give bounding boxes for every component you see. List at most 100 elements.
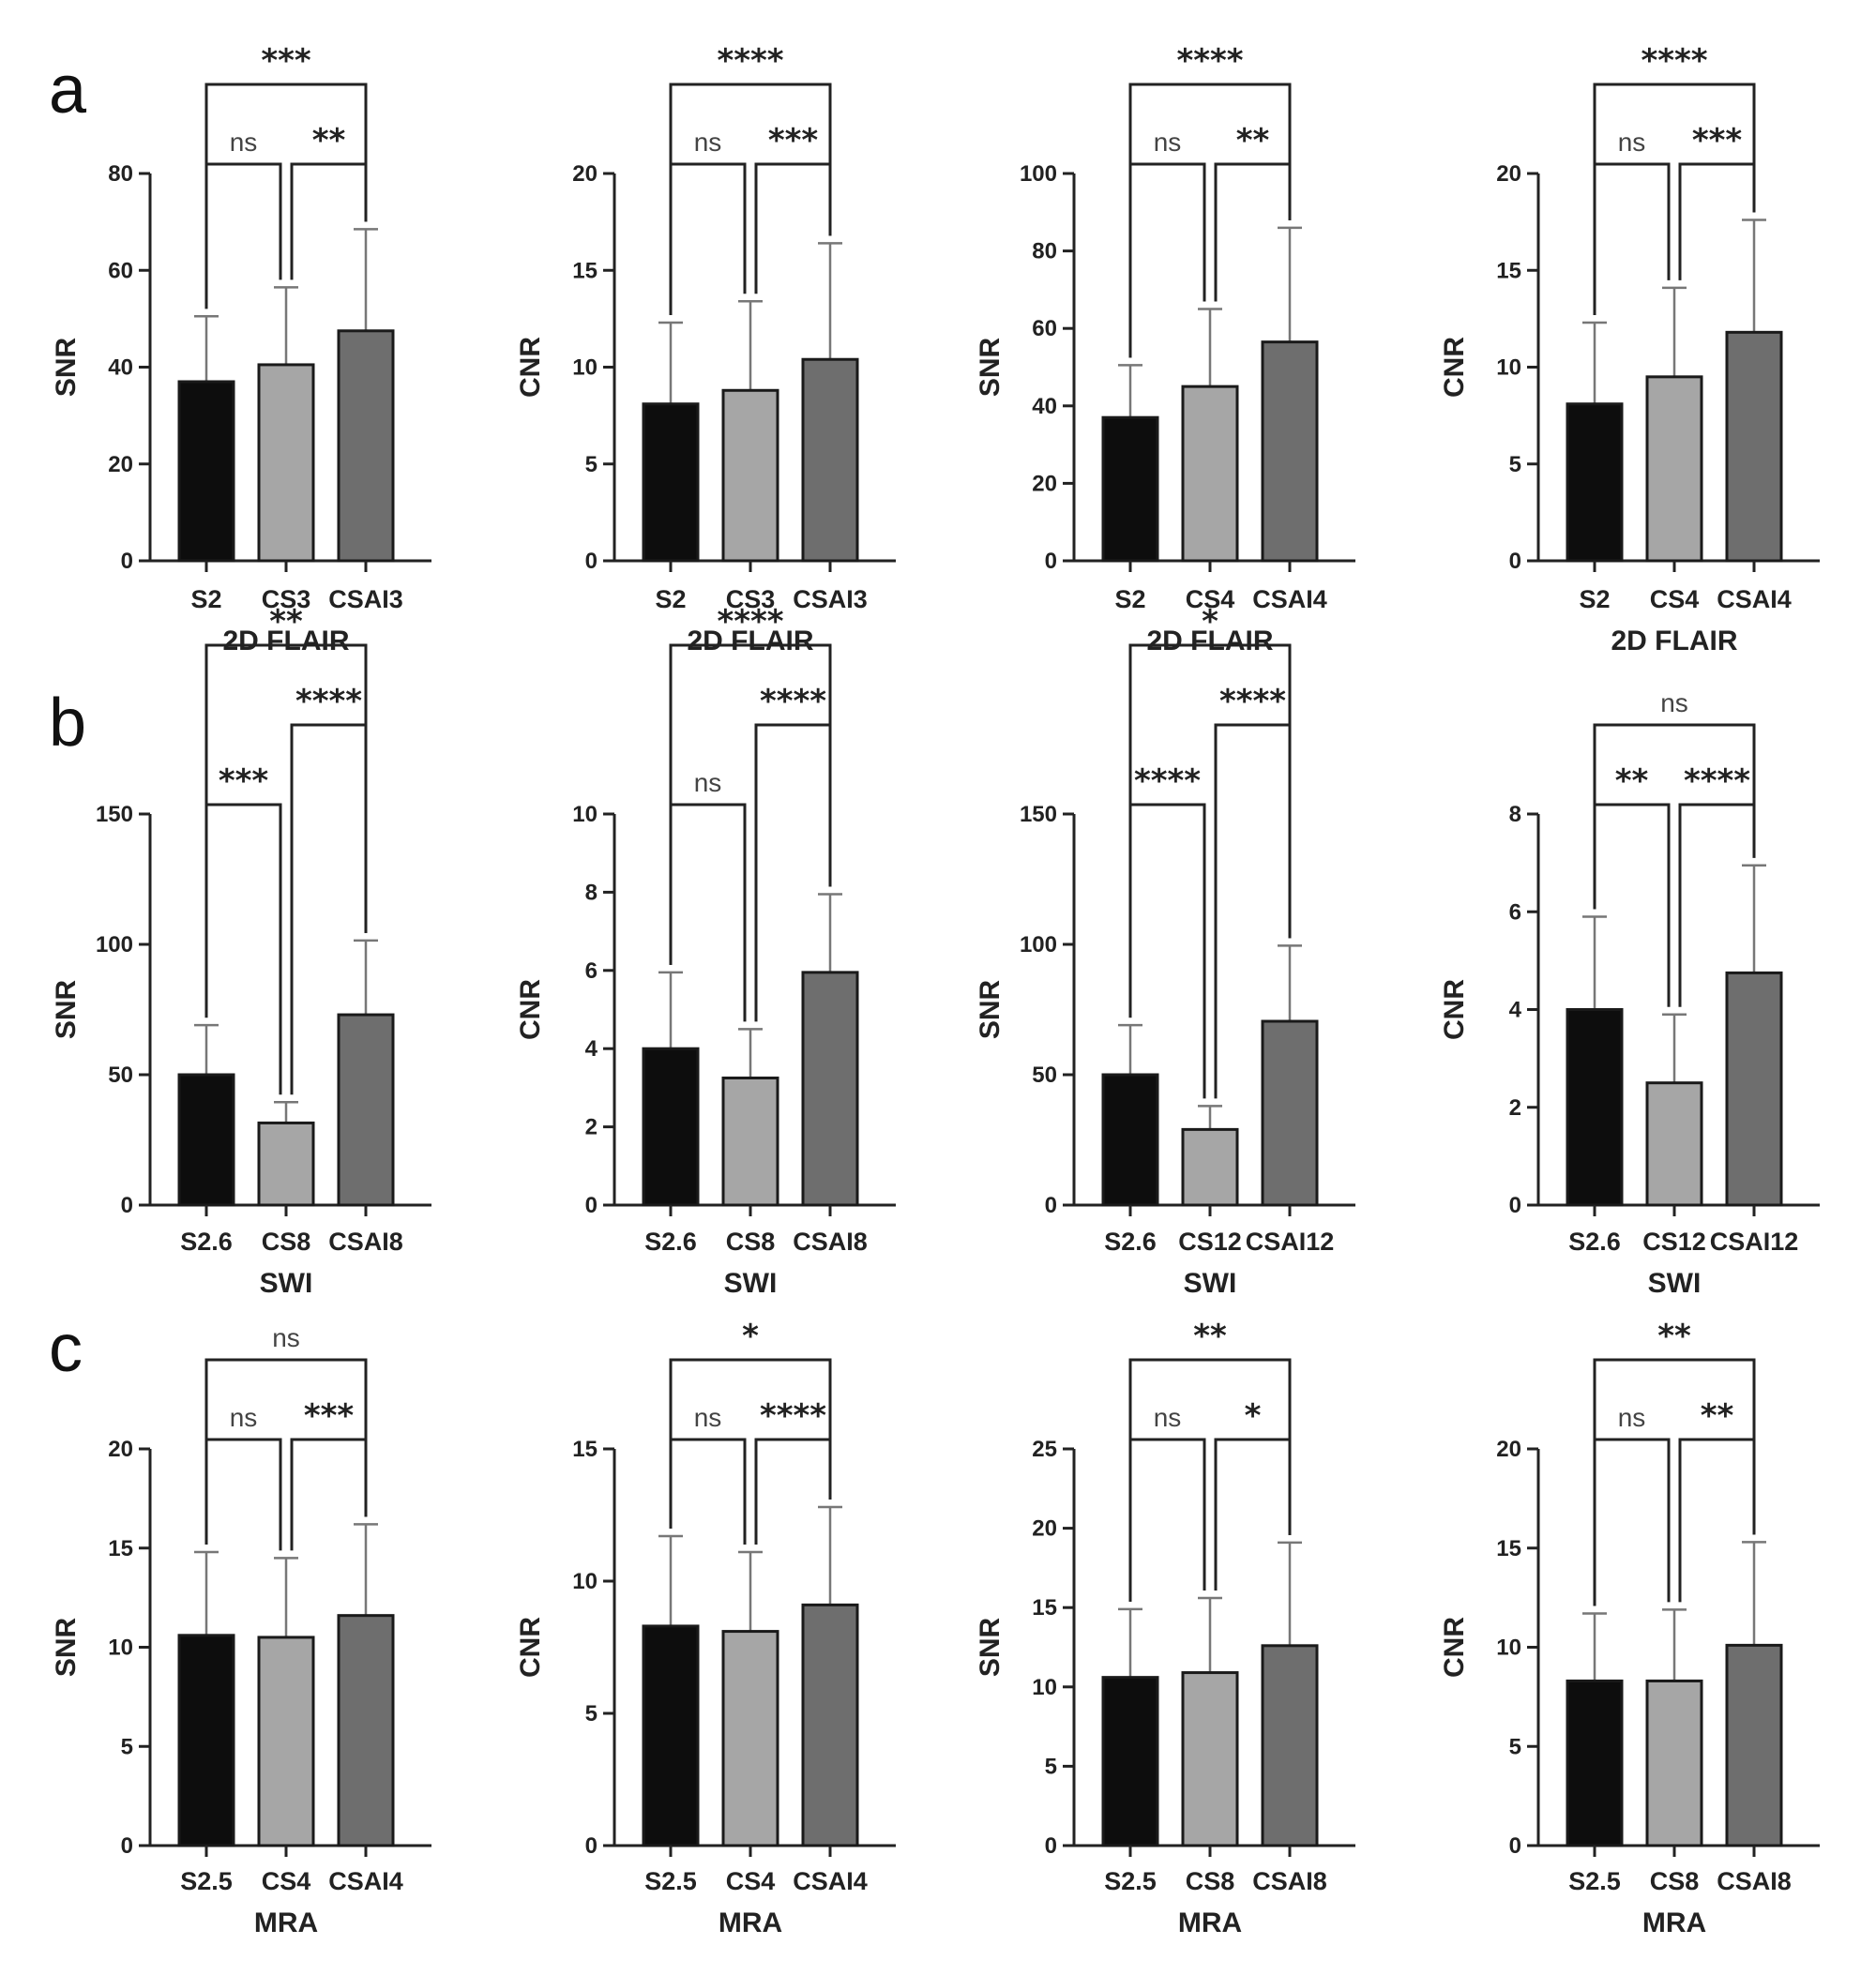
sig-bracket-1-3-label: ns [1660, 688, 1688, 717]
y-tick-label: 150 [1020, 802, 1057, 827]
sig-bracket-1-2-label: ns [230, 128, 258, 157]
chart-6: 0 2 4 6 8 10 CNR S2.6 CS8 CSAI8 SWI ns **** **** [515, 603, 896, 1299]
x-axis-label: MRA [254, 1907, 318, 1938]
bar [801, 1603, 859, 1847]
sig-bracket-1-3 [1593, 723, 1756, 910]
bar [177, 1073, 235, 1207]
x-axis-label: 2D FLAIR [223, 626, 350, 656]
y-tick-label: 0 [1045, 549, 1057, 574]
y-tick-label: 5 [121, 1734, 133, 1759]
sig-bracket-1-2 [1593, 162, 1671, 316]
y-axis-label: CNR [515, 337, 546, 398]
sig-bracket-1-3-label: *** [261, 42, 311, 80]
sig-bracket-1-2 [1593, 803, 1671, 1007]
panel-label-b: b [49, 686, 86, 761]
y-tick-label: 0 [1509, 1833, 1521, 1859]
category-label: CSAI8 [1252, 1867, 1327, 1895]
sig-bracket-2-3-label: ** [1236, 122, 1270, 159]
bar [721, 388, 779, 563]
category-label: S2.5 [1568, 1867, 1621, 1895]
category-label: CS4 [1186, 585, 1235, 613]
bar [1101, 1073, 1159, 1207]
sig-bracket-1-2-label: ns [230, 1403, 258, 1432]
sig-bracket-1-2 [1593, 1438, 1671, 1606]
category-label: S2 [190, 585, 221, 613]
category-label: S2 [655, 585, 686, 613]
bar [1101, 1676, 1159, 1847]
x-axis-label: MRA [1178, 1907, 1242, 1938]
bar [1725, 1643, 1783, 1847]
sig-bracket-1-3-label: **** [717, 603, 783, 641]
category-label: CS8 [262, 1228, 311, 1256]
sig-bracket-2-3 [1678, 162, 1756, 280]
sig-bracket-1-2-label: ns [694, 768, 722, 797]
y-axis-label: CNR [1439, 337, 1470, 398]
bar [337, 329, 395, 563]
y-tick-label: 20 [572, 161, 598, 187]
sig-bracket-2-3 [754, 162, 832, 294]
sig-bracket-2-3 [1214, 162, 1292, 302]
y-tick-label: 10 [1496, 1636, 1521, 1661]
y-tick-label: 0 [585, 1833, 598, 1859]
bar [721, 1076, 779, 1207]
y-tick-label: 0 [1045, 1833, 1057, 1859]
chart-9: 0 5 10 15 20 SNR S2.5 CS4 CSAI4 MRA ns *** ns [51, 1323, 431, 1938]
y-axis-label: CNR [515, 979, 546, 1040]
category-label: CSAI8 [793, 1228, 868, 1256]
bar [1645, 1679, 1703, 1847]
sig-bracket-1-2-label: ns [694, 128, 722, 157]
y-tick-label: 15 [108, 1536, 133, 1561]
bar [1101, 415, 1159, 563]
category-label: CS4 [1650, 585, 1700, 613]
y-tick-label: 0 [585, 549, 598, 574]
bar [801, 971, 859, 1207]
category-label: CS8 [726, 1228, 776, 1256]
y-tick-label: 0 [121, 1193, 133, 1218]
y-tick-label: 0 [121, 549, 133, 574]
sig-bracket-1-2-label: ns [1618, 128, 1646, 157]
y-tick-label: 15 [1496, 258, 1521, 283]
y-tick-label: 0 [1509, 1193, 1521, 1218]
bar [177, 380, 235, 563]
y-axis-label: CNR [515, 1617, 546, 1678]
category-label: CSAI3 [328, 585, 403, 613]
y-tick-label: 4 [585, 1036, 598, 1062]
y-tick-label: 2 [585, 1115, 598, 1140]
sig-bracket-1-2 [204, 1438, 282, 1551]
sig-bracket-1-2 [204, 803, 282, 1095]
y-tick-label: 100 [1020, 932, 1057, 957]
bar [1566, 402, 1624, 563]
sig-bracket-1-3 [1128, 1358, 1292, 1602]
category-label: CSAI12 [1246, 1228, 1335, 1256]
y-tick-label: 5 [585, 1701, 598, 1726]
y-tick-label: 20 [108, 452, 133, 477]
x-axis-label: 2D FLAIR [1147, 626, 1274, 656]
bar [1645, 1081, 1703, 1207]
category-label: S2.5 [1104, 1867, 1157, 1895]
sig-bracket-2-3-label: * [1245, 1397, 1262, 1435]
sig-bracket-1-3-label: **** [1641, 42, 1707, 80]
y-tick-label: 6 [585, 958, 598, 984]
sig-bracket-2-3-label: *** [1692, 122, 1743, 159]
bar [1261, 1019, 1319, 1207]
sig-bracket-1-3-label: **** [717, 42, 783, 80]
y-tick-label: 40 [108, 355, 133, 381]
bar [257, 1636, 315, 1847]
category-label: CSAI4 [1717, 585, 1792, 613]
y-tick-label: 10 [572, 802, 598, 827]
bar [257, 1121, 315, 1207]
sig-bracket-1-2-label: ns [694, 1403, 722, 1432]
sig-bracket-2-3 [290, 1438, 368, 1551]
sig-bracket-2-3-label: **** [760, 683, 826, 720]
sig-bracket-1-3-label: ** [1193, 1318, 1227, 1355]
sig-bracket-1-3-label: **** [1176, 42, 1243, 80]
